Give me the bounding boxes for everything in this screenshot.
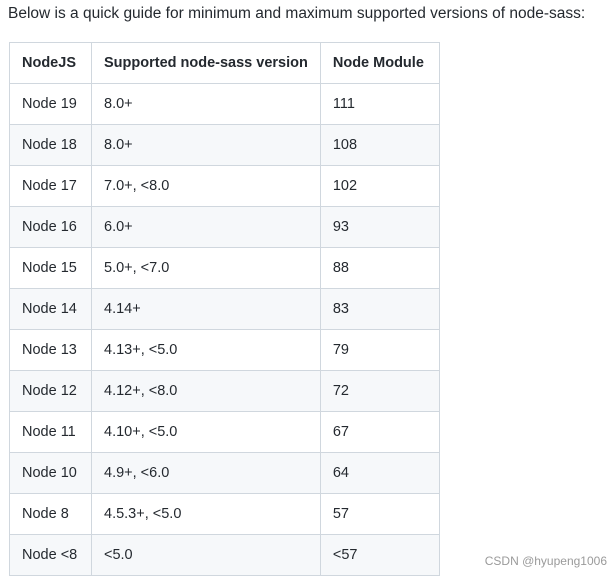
cell-node-module: 64 [319, 452, 440, 494]
table-row: Node 13 4.13+, <5.0 79 [9, 329, 440, 371]
cell-node-module: 108 [319, 124, 440, 166]
cell-nodejs: Node 10 [9, 452, 92, 494]
cell-node-module: 67 [319, 411, 440, 453]
cell-nodejs: Node 18 [9, 124, 92, 166]
cell-node-module: 88 [319, 247, 440, 289]
cell-supported-version: 4.14+ [91, 288, 321, 330]
header-nodejs: NodeJS [9, 42, 92, 84]
cell-node-module: 57 [319, 493, 440, 535]
cell-node-module: 83 [319, 288, 440, 330]
cell-nodejs: Node 13 [9, 329, 92, 371]
version-compatibility-table: NodeJS Supported node-sass version Node … [9, 42, 440, 576]
cell-supported-version: 5.0+, <7.0 [91, 247, 321, 289]
cell-nodejs: Node 15 [9, 247, 92, 289]
cell-nodejs: Node 17 [9, 165, 92, 207]
table-row: Node 19 8.0+ 111 [9, 83, 440, 125]
cell-supported-version: 6.0+ [91, 206, 321, 248]
cell-nodejs: Node 16 [9, 206, 92, 248]
header-supported-version: Supported node-sass version [91, 42, 321, 84]
cell-node-module: <57 [319, 534, 440, 576]
table-row: Node 10 4.9+, <6.0 64 [9, 452, 440, 494]
cell-supported-version: 4.9+, <6.0 [91, 452, 321, 494]
cell-supported-version: 4.12+, <8.0 [91, 370, 321, 412]
header-node-module: Node Module [319, 42, 440, 84]
table-row: Node 17 7.0+, <8.0 102 [9, 165, 440, 207]
cell-nodejs: Node 8 [9, 493, 92, 535]
table-row: Node 15 5.0+, <7.0 88 [9, 247, 440, 289]
cell-supported-version: <5.0 [91, 534, 321, 576]
intro-text: Below is a quick guide for minimum and m… [8, 5, 586, 22]
cell-nodejs: Node 14 [9, 288, 92, 330]
cell-nodejs: Node 12 [9, 370, 92, 412]
table-row: Node 16 6.0+ 93 [9, 206, 440, 248]
table-row: Node 12 4.12+, <8.0 72 [9, 370, 440, 412]
cell-supported-version: 7.0+, <8.0 [91, 165, 321, 207]
table-row: Node 8 4.5.3+, <5.0 57 [9, 493, 440, 535]
cell-node-module: 111 [319, 83, 440, 125]
table-row: Node <8 <5.0 <57 [9, 534, 440, 576]
table-header-row: NodeJS Supported node-sass version Node … [9, 42, 440, 84]
cell-nodejs: Node 11 [9, 411, 92, 453]
table-row: Node 11 4.10+, <5.0 67 [9, 411, 440, 453]
cell-node-module: 102 [319, 165, 440, 207]
cell-supported-version: 8.0+ [91, 124, 321, 166]
cell-supported-version: 4.5.3+, <5.0 [91, 493, 321, 535]
cell-node-module: 79 [319, 329, 440, 371]
cell-nodejs: Node 19 [9, 83, 92, 125]
cell-supported-version: 4.13+, <5.0 [91, 329, 321, 371]
watermark: CSDN @hyupeng1006 [484, 554, 607, 568]
table-row: Node 14 4.14+ 83 [9, 288, 440, 330]
cell-node-module: 72 [319, 370, 440, 412]
cell-supported-version: 8.0+ [91, 83, 321, 125]
table-row: Node 18 8.0+ 108 [9, 124, 440, 166]
cell-supported-version: 4.10+, <5.0 [91, 411, 321, 453]
cell-nodejs: Node <8 [9, 534, 92, 576]
cell-node-module: 93 [319, 206, 440, 248]
